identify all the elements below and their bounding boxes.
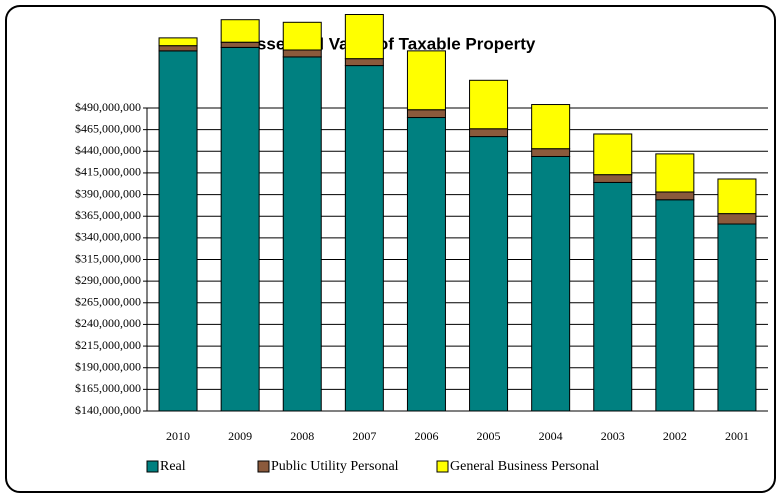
y-tick-label: $365,000,000	[75, 208, 141, 222]
bar-segment	[282, 21, 322, 51]
bar-segment	[220, 46, 260, 412]
bar-segment	[717, 178, 757, 215]
y-tick-label: $315,000,000	[75, 251, 141, 265]
bar-segment	[158, 37, 198, 47]
y-tick-label: $140,000,000	[75, 403, 141, 417]
bar-segment	[469, 136, 509, 412]
legend-label: Public Utility Personal	[271, 459, 399, 474]
y-tick-label: $215,000,000	[75, 338, 141, 352]
x-tick-label: 2002	[663, 429, 687, 443]
y-tick-label: $465,000,000	[75, 121, 141, 135]
bar-segment	[158, 45, 198, 52]
bar-segment	[593, 174, 633, 183]
y-tick-label: $190,000,000	[75, 359, 141, 373]
y-tick-label: $165,000,000	[75, 381, 141, 395]
bar-segment	[531, 148, 571, 157]
bar-segment	[593, 133, 633, 176]
y-tick-label: $340,000,000	[75, 230, 141, 244]
bar-segment	[469, 79, 509, 130]
x-tick-label: 2008	[290, 429, 314, 443]
bar-segment	[282, 49, 322, 58]
x-tick-label: 2001	[725, 429, 749, 443]
bar-segment	[158, 50, 198, 412]
legend-label: Real	[160, 459, 186, 474]
legend-label: General Business Personal	[450, 459, 599, 474]
y-tick-label: $440,000,000	[75, 143, 141, 157]
bar-segment	[344, 58, 384, 67]
legend-swatch	[146, 460, 159, 473]
y-tick-label: $290,000,000	[75, 273, 141, 287]
bar-segment	[344, 14, 384, 60]
bar-segment	[469, 128, 509, 138]
x-tick-label: 2007	[352, 429, 376, 443]
y-tick-label: $490,000,000	[75, 100, 141, 114]
bar-segment	[406, 117, 446, 412]
bar-segment	[344, 65, 384, 412]
legend-swatch	[436, 460, 449, 473]
bar-segment	[717, 223, 757, 412]
x-tick-label: 2005	[477, 429, 501, 443]
y-tick-label: $390,000,000	[75, 186, 141, 200]
bar-segment	[655, 199, 695, 412]
bar-segment	[593, 181, 633, 412]
bar-segment	[655, 191, 695, 201]
x-tick-label: 2003	[601, 429, 625, 443]
y-tick-label: $415,000,000	[75, 165, 141, 179]
x-tick-label: 2004	[539, 429, 563, 443]
bar-segment	[282, 56, 322, 412]
bar-segment	[406, 50, 446, 111]
bar-segment	[531, 155, 571, 412]
x-tick-label: 2010	[166, 429, 190, 443]
y-tick-label: $265,000,000	[75, 295, 141, 309]
x-tick-label: 2006	[414, 429, 438, 443]
bar-segment	[531, 104, 571, 150]
chart-border	[5, 5, 776, 493]
legend-swatch	[257, 460, 270, 473]
bar-segment	[406, 109, 446, 119]
y-tick-label: $240,000,000	[75, 316, 141, 330]
bar-segment	[717, 213, 757, 225]
bar-segment	[220, 41, 260, 48]
bar-segment	[220, 19, 260, 43]
bar-segment	[655, 153, 695, 193]
x-tick-label: 2009	[228, 429, 252, 443]
